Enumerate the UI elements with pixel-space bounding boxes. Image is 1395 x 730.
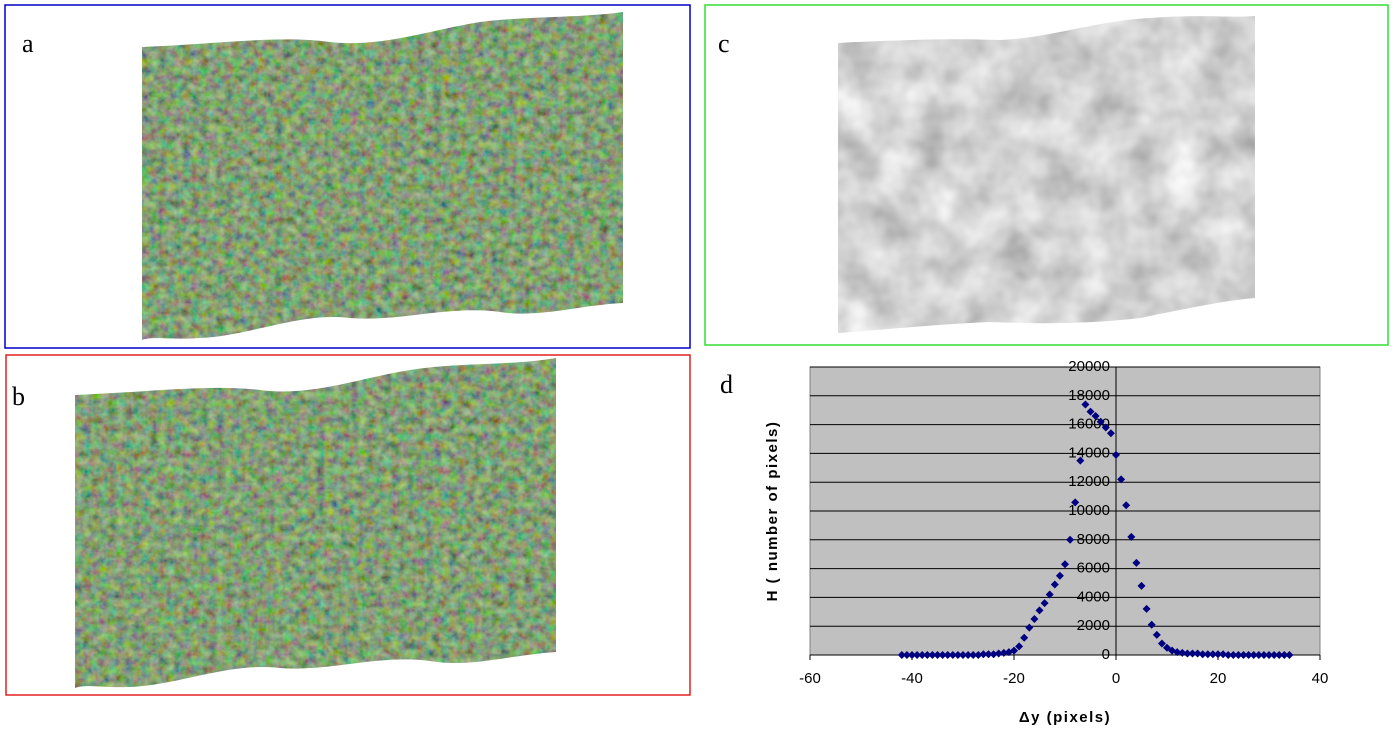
image-b <box>75 356 557 690</box>
x-axis-label: Δy (pixels) <box>1019 709 1111 726</box>
y-tick-label: 16000 <box>1068 416 1110 433</box>
y-tick-label: 2000 <box>1077 617 1110 634</box>
y-tick-label: 6000 <box>1077 560 1110 577</box>
panel-label: a <box>22 29 34 58</box>
y-tick-label: 18000 <box>1068 387 1110 404</box>
y-tick-label: 0 <box>1102 646 1110 663</box>
y-tick-label: 14000 <box>1068 444 1110 461</box>
image-a <box>142 10 624 342</box>
x-tick-label: -40 <box>901 670 923 687</box>
x-tick-label: 20 <box>1210 670 1227 687</box>
y-tick-label: 8000 <box>1077 531 1110 548</box>
x-tick-label: 40 <box>1312 670 1329 687</box>
y-tick-label: 20000 <box>1068 358 1110 375</box>
x-tick-label: -60 <box>799 670 821 687</box>
x-tick-label: -20 <box>1003 670 1025 687</box>
y-tick-label: 4000 <box>1077 588 1110 605</box>
image-c <box>838 14 1256 334</box>
y-axis-label: H ( number of pixels) <box>764 421 781 602</box>
panel-label: b <box>12 382 25 411</box>
panel-label: d <box>720 370 733 399</box>
figure: a b c d Δy (pixels) H ( number of pixels… <box>0 0 1395 730</box>
x-tick-label: 0 <box>1112 670 1120 687</box>
y-tick-label: 12000 <box>1068 473 1110 490</box>
panel-label: c <box>718 29 730 58</box>
